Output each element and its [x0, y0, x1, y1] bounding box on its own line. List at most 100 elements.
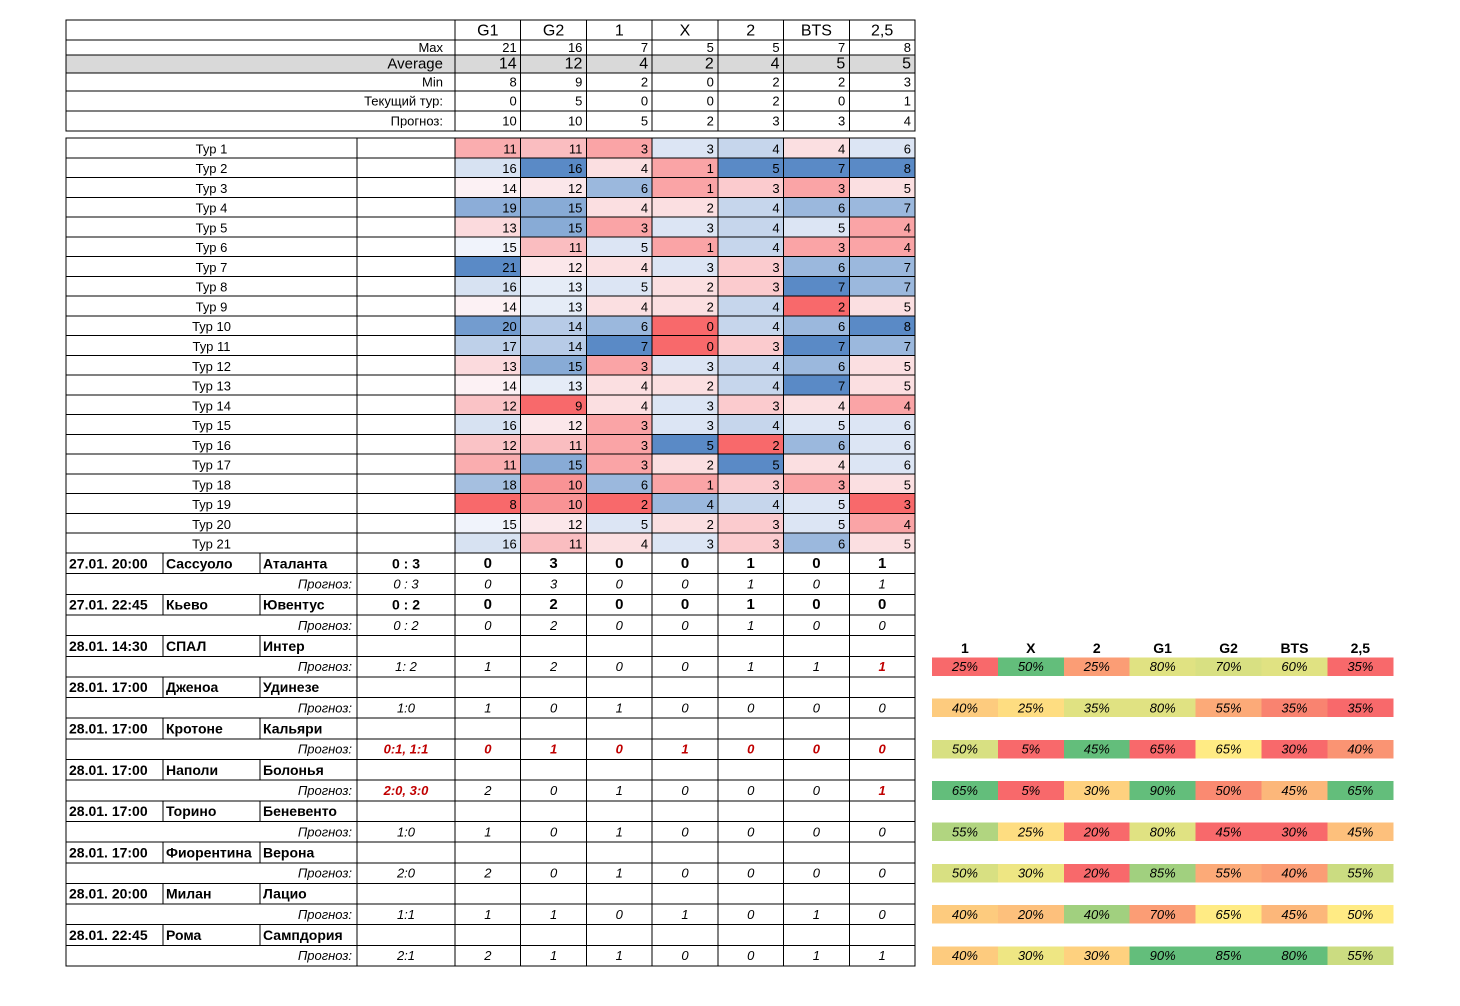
forecast-value: 1 [747, 659, 754, 674]
forecast-label: Прогноз: [298, 659, 353, 674]
tour-value: 7 [838, 339, 845, 354]
summary-value: 5 [836, 56, 845, 73]
forecast-value: 0 [681, 783, 689, 798]
tour-value: 13 [568, 280, 582, 295]
tour-value: 7 [904, 339, 911, 354]
forecast-score: 0:1, 1:1 [384, 742, 429, 757]
cell [356, 473, 456, 495]
cell [783, 882, 850, 905]
tour-value: 14 [502, 299, 516, 314]
cell [1261, 739, 1328, 759]
tour-value: 3 [838, 181, 845, 196]
summary-value: 5 [641, 114, 648, 129]
percent-value: 25% [1017, 824, 1044, 839]
tour-label: Тур 4 [196, 201, 228, 216]
cell [1327, 657, 1394, 676]
away-team: Болонья [263, 762, 324, 778]
cell [848, 944, 916, 967]
cell [356, 335, 456, 356]
cell [997, 657, 1064, 676]
home-team: Кьево [166, 597, 208, 613]
cell [1129, 946, 1196, 965]
forecast-value: 1 [681, 907, 688, 922]
forecast-value: 0 [681, 700, 689, 715]
summary-value: 4 [771, 56, 780, 73]
cell [356, 453, 456, 475]
tour-value: 2 [707, 517, 714, 532]
tour-value: 13 [568, 379, 582, 394]
tour-value: 4 [904, 398, 911, 413]
tour-value: 3 [707, 260, 714, 275]
percent-value: 55% [1347, 866, 1373, 881]
tour-label: Тур 3 [196, 181, 228, 196]
cell [717, 800, 785, 822]
tour-value: 3 [641, 220, 648, 235]
tour-value: 4 [641, 537, 648, 552]
tour-value: 6 [641, 319, 648, 334]
percent-value: 25% [1017, 700, 1044, 715]
tour-value: 0 [707, 319, 714, 334]
cell [454, 676, 522, 699]
forecast-value: 1 [813, 659, 820, 674]
tour-label: Тур 7 [196, 260, 228, 275]
forecast-value: 1 [616, 824, 623, 839]
home-team: Фиорентина [166, 844, 252, 860]
cell [1261, 863, 1328, 883]
tour-value: 18 [502, 477, 516, 492]
tour-value: 3 [707, 398, 714, 413]
forecast-label: Прогноз: [298, 948, 353, 963]
tour-value: 3 [904, 497, 911, 512]
cell [1195, 863, 1262, 883]
cell [585, 717, 653, 740]
match-date: 28.01. 17:00 [69, 721, 148, 737]
forecast-value: 0 [616, 618, 624, 633]
tour-value: 4 [772, 418, 779, 433]
cell [932, 822, 998, 842]
summary-value: 2 [641, 75, 648, 90]
cell [717, 882, 785, 905]
cell [1195, 946, 1262, 965]
column-header: 1 [615, 23, 624, 40]
tour-label: Тур 20 [192, 517, 231, 532]
tour-value: 4 [904, 220, 911, 235]
percent-value: 40% [1281, 866, 1307, 881]
tour-label: Тур 16 [192, 438, 231, 453]
summary-value: 4 [639, 56, 648, 73]
match-date: 28.01. 17:00 [69, 679, 148, 695]
cell [454, 717, 522, 740]
tour-value: 6 [904, 458, 911, 473]
tour-value: 5 [838, 220, 845, 235]
tour-value: 14 [502, 181, 516, 196]
away-team: Аталанта [263, 555, 328, 571]
tour-value: 3 [772, 517, 779, 532]
percent-value: 35% [1084, 700, 1110, 715]
percent-value: 65% [1347, 783, 1373, 798]
cell [356, 374, 456, 396]
home-team: Рома [166, 927, 202, 943]
home-team: Торино [166, 803, 216, 819]
cell [356, 759, 456, 781]
tour-value: 5 [904, 299, 911, 314]
cell [520, 717, 587, 740]
home-team: Дженоа [166, 679, 219, 695]
cell [1129, 822, 1196, 842]
forecast-value: 0 [484, 576, 492, 591]
forecast-value: 0 [747, 866, 755, 881]
tour-value: 3 [707, 359, 714, 374]
tour-value: 6 [904, 438, 911, 453]
summary-value: 10 [568, 114, 582, 129]
tour-value: 9 [575, 398, 582, 413]
summary-value: 4 [904, 114, 911, 129]
tour-value: 20 [502, 319, 516, 334]
forecast-value: 1 [747, 618, 754, 633]
cell [783, 759, 850, 781]
tour-value: 11 [503, 141, 517, 156]
summary-value: 3 [772, 114, 779, 129]
result-value: 0 [615, 596, 623, 613]
cell [783, 841, 850, 864]
tour-value: 6 [838, 201, 845, 216]
forecast-value: 0 [747, 824, 755, 839]
forecast-value: 0 [813, 824, 821, 839]
percent-value: 90% [1150, 783, 1176, 798]
